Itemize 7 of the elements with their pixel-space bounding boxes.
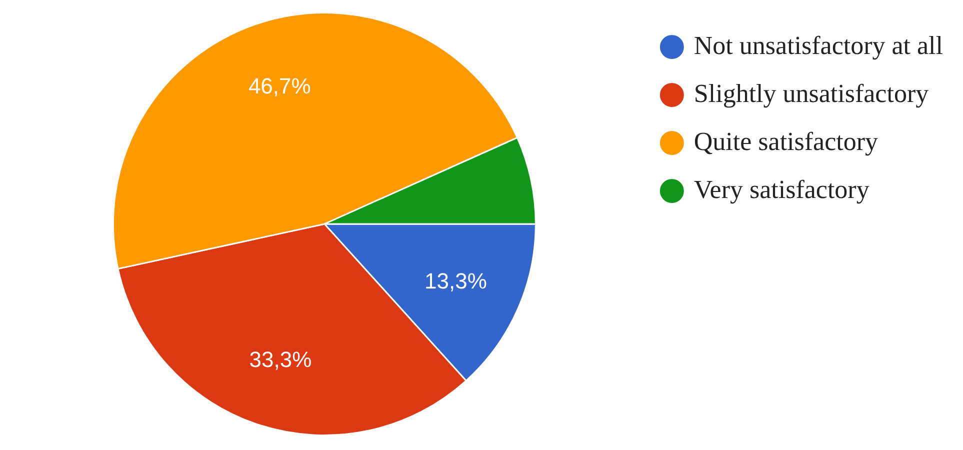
data-label: 33,3% [249,346,312,372]
legend-label: Slightly unsatisfactory [694,78,929,108]
legend-label: Not unsatisfactory at all [694,30,944,60]
data-label: 46,7% [248,74,311,99]
data-label: 13,3% [424,268,487,294]
legend-label: Quite satisfactory [694,126,878,156]
legend-label: Very satisfactory [694,174,870,204]
